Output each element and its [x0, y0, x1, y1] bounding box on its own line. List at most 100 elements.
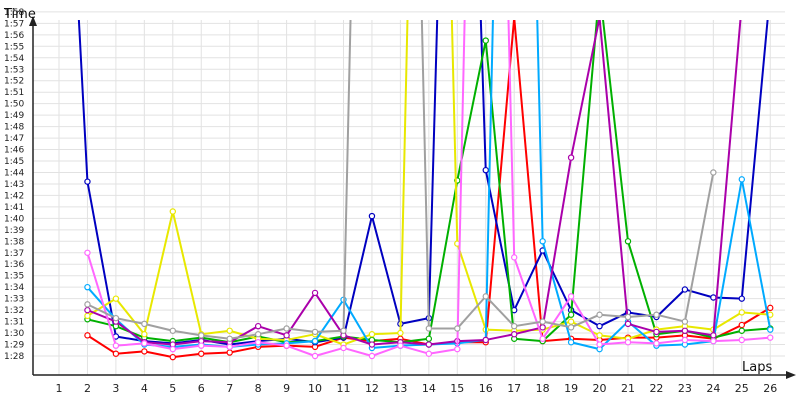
x-tick-label: 5	[169, 382, 176, 395]
data-point	[311, 289, 319, 297]
data-point	[482, 37, 489, 44]
data-point	[84, 332, 91, 339]
data-point	[567, 318, 575, 325]
data-point	[169, 327, 176, 334]
y-tick-label: 1:52	[4, 77, 24, 87]
data-point	[624, 339, 632, 346]
data-point	[425, 350, 433, 357]
data-point	[141, 320, 148, 328]
data-point	[226, 349, 233, 356]
x-tick-label: 4	[141, 382, 148, 395]
y-tick-label: 1:58	[4, 8, 24, 18]
data-point	[368, 331, 376, 338]
x-axis-arrow	[786, 371, 796, 379]
y-tick-label: 1:36	[4, 260, 24, 270]
x-tick-label: 20	[593, 382, 607, 395]
data-point	[624, 320, 632, 328]
data-point	[681, 318, 689, 325]
x-tick-label: 22	[649, 382, 663, 395]
data-point	[454, 325, 461, 332]
data-point	[311, 328, 319, 336]
data-point	[425, 335, 433, 342]
data-point	[311, 352, 319, 360]
y-tick-label: 1:57	[4, 19, 24, 29]
y-tick-label: 1:41	[4, 203, 24, 213]
x-tick-label: 3	[112, 382, 119, 395]
y-tick-label: 1:32	[4, 306, 24, 316]
data-point	[84, 283, 91, 291]
data-point	[511, 331, 518, 338]
data-point	[482, 293, 489, 300]
tick-labels: 1:281:29 1:301:31 1:321:33 1:341:35 1:361:37…	[4, 8, 777, 395]
data-point	[567, 311, 575, 318]
series-path	[87, 20, 715, 340]
data-point	[454, 345, 461, 353]
data-point	[283, 325, 290, 332]
data-point	[738, 327, 746, 334]
data-point	[624, 313, 632, 321]
data-point	[254, 331, 262, 338]
y-tick-label: 1:37	[4, 249, 24, 259]
data-point	[397, 329, 404, 337]
data-point	[624, 238, 632, 245]
data-point	[169, 345, 176, 353]
data-point	[141, 340, 148, 347]
y-tick-label: 1:30	[4, 329, 24, 339]
data-point	[539, 324, 546, 331]
y-tick-label: 1:51	[4, 88, 24, 98]
data-point	[226, 327, 233, 334]
y-tick-label: 1:31	[4, 318, 24, 328]
y-tick-label: 1:38	[4, 237, 24, 247]
data-point	[198, 342, 205, 349]
data-point	[198, 332, 205, 339]
x-tick-label: 24	[706, 382, 720, 395]
data-point	[596, 322, 603, 330]
x-tick-label: 18	[536, 382, 550, 395]
y-tick-label: 1:54	[4, 54, 24, 64]
x-tick-label: 6	[198, 382, 205, 395]
data-point	[539, 335, 546, 342]
data-point	[112, 342, 120, 349]
grid	[33, 11, 785, 375]
y-tick-label: 1:35	[4, 272, 24, 282]
data-point	[681, 286, 689, 293]
data-point	[112, 314, 120, 322]
data-point	[112, 350, 120, 357]
y-tick-label: 1:39	[4, 226, 24, 236]
data-point	[340, 344, 347, 352]
data-point	[84, 178, 91, 185]
data-point	[368, 212, 376, 220]
x-tick-label: 26	[763, 382, 777, 395]
y-tick-label: 1:55	[4, 42, 24, 52]
data-point	[567, 154, 575, 161]
data-point	[226, 335, 233, 342]
x-tick-label: 10	[308, 382, 322, 395]
y-tick-label: 1:28	[4, 352, 24, 362]
series-line-2	[77, 20, 769, 348]
data-point	[567, 324, 575, 331]
y-tick-label: 1:34	[4, 283, 24, 293]
data-point	[681, 336, 689, 344]
x-tick-label: 15	[450, 382, 464, 395]
y-axis-arrow	[29, 16, 37, 26]
y-tick-label: 1:47	[4, 134, 24, 144]
x-tick-label: 21	[621, 382, 635, 395]
axes	[29, 16, 796, 379]
data-point	[311, 337, 319, 345]
data-point	[767, 334, 774, 341]
data-point	[710, 332, 717, 339]
y-tick-label: 1:45	[4, 157, 24, 167]
data-point	[283, 332, 290, 339]
data-point	[738, 176, 746, 183]
data-point	[681, 327, 689, 334]
x-tick-label: 23	[678, 382, 692, 395]
data-point	[84, 306, 91, 314]
y-tick-label: 1:43	[4, 180, 24, 190]
y-tick-label: 1:40	[4, 214, 24, 224]
x-tick-label: 8	[255, 382, 262, 395]
data-point	[169, 208, 176, 215]
y-tick-label: 1:46	[4, 146, 24, 156]
data-point	[482, 166, 489, 174]
data-point	[84, 312, 91, 320]
data-point	[767, 326, 774, 333]
